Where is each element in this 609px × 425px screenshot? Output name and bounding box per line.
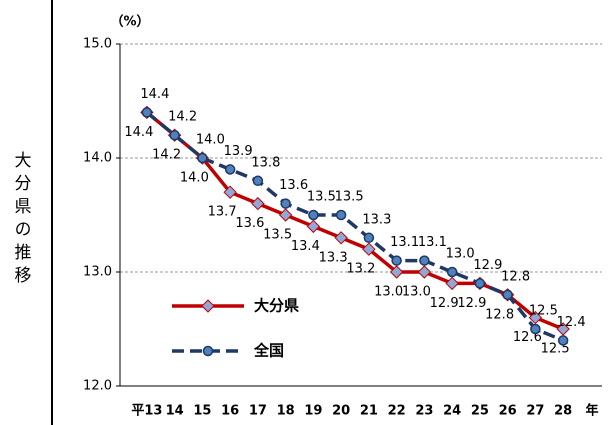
marker <box>474 278 486 289</box>
x-tick-label: 20 <box>332 404 350 419</box>
data-label: 13.2 <box>346 262 375 277</box>
legend-marker <box>201 299 215 313</box>
x-tick-label: 17 <box>249 404 267 419</box>
marker <box>251 196 265 211</box>
marker <box>528 310 543 325</box>
marker <box>362 242 376 256</box>
y-unit: （%） <box>110 14 149 30</box>
data-label: 13.3 <box>362 212 391 227</box>
y-tick-label: 14.0 <box>83 151 112 166</box>
data-label: 13.4 <box>291 239 320 254</box>
data-label: 13.8 <box>251 155 280 170</box>
marker <box>308 209 319 221</box>
data-label: 12.5 <box>529 304 558 319</box>
data-label: 14.4 <box>140 87 169 102</box>
data-label: 12.9 <box>430 296 459 311</box>
data-label: 12.8 <box>501 269 530 284</box>
data-label: 14.2 <box>168 110 197 125</box>
data-label: 13.1 <box>418 235 447 250</box>
x-tick-label: 21 <box>360 404 378 419</box>
marker <box>141 107 153 118</box>
data-label: 13.1 <box>390 235 419 250</box>
x-tick-label: 19 <box>304 404 322 419</box>
marker <box>169 129 180 141</box>
legend-marker <box>202 345 214 357</box>
legend-label: 大分県 <box>254 297 299 315</box>
data-label: 12.8 <box>485 307 514 322</box>
marker <box>530 323 541 335</box>
marker <box>391 255 402 266</box>
x-tick-label: 18 <box>277 404 295 419</box>
marker <box>278 208 293 222</box>
x-tick-label: 28 <box>554 404 572 419</box>
x-tick-label: 16 <box>221 404 239 419</box>
data-label: 14.4 <box>124 125 153 140</box>
data-label: 13.7 <box>208 205 237 220</box>
data-label: 13.3 <box>319 250 348 265</box>
data-label: 13.5 <box>307 190 336 205</box>
marker <box>556 322 570 336</box>
marker <box>419 255 430 266</box>
marker <box>363 232 375 244</box>
marker <box>306 219 321 234</box>
x-tick-label: 24 <box>443 404 461 419</box>
y-tick-label: 12.0 <box>83 379 112 394</box>
x-unit: 年 <box>585 403 598 419</box>
x-tick-label: 15 <box>193 404 211 419</box>
marker <box>197 152 208 164</box>
x-tick-label: 14 <box>166 404 184 419</box>
data-label: 12.9 <box>457 296 486 311</box>
x-tick-label: 平13 <box>131 404 162 419</box>
data-label: 14.0 <box>180 171 209 186</box>
y-tick-label: 15.0 <box>83 37 112 52</box>
marker <box>417 265 432 279</box>
x-tick-label: 22 <box>388 404 406 419</box>
data-label: 12.9 <box>473 258 502 273</box>
marker <box>280 198 291 209</box>
legend-label: 全国 <box>253 342 284 360</box>
data-label: 12.4 <box>557 315 586 330</box>
data-label: 13.9 <box>224 144 253 159</box>
x-tick-label: 27 <box>526 404 544 419</box>
marker <box>389 265 404 279</box>
series-line <box>145 111 564 343</box>
x-tick-label: 23 <box>415 404 433 419</box>
y-tick-label: 13.0 <box>83 265 112 280</box>
marker <box>446 266 458 278</box>
data-label: 13.0 <box>374 285 403 300</box>
marker <box>557 335 569 346</box>
marker <box>223 185 237 199</box>
marker <box>502 289 513 301</box>
marker <box>445 276 459 291</box>
data-label: 13.0 <box>446 247 475 262</box>
marker <box>224 164 236 175</box>
data-label: 13.0 <box>402 285 431 300</box>
data-label: 13.5 <box>263 228 292 243</box>
x-tick-label: 26 <box>499 404 517 419</box>
x-tick-label: 25 <box>471 404 489 419</box>
data-label: 13.5 <box>335 190 364 205</box>
y-axis-label: 大分県の推移 <box>11 151 32 289</box>
marker <box>334 231 348 245</box>
data-label: 13.6 <box>235 216 264 231</box>
data-label: 14.0 <box>196 133 225 148</box>
data-label: 13.6 <box>279 178 308 193</box>
marker <box>252 175 264 187</box>
marker <box>335 209 347 221</box>
data-label: 14.2 <box>152 148 181 163</box>
